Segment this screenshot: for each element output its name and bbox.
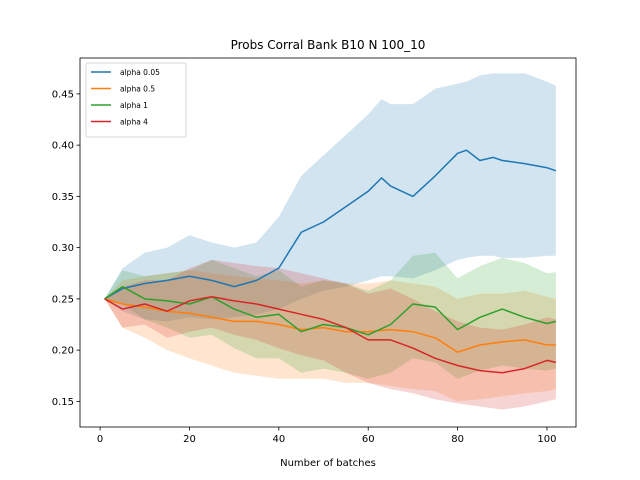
x-tick-label-2: 40 [272, 434, 285, 445]
y-axis: 0.15 0.20 0.25 0.30 0.35 0.40 0.45 [52, 89, 80, 408]
y-tick-label-3: 0.30 [52, 243, 74, 254]
y-tick-label-2: 0.25 [52, 294, 74, 305]
legend-box [85, 62, 187, 138]
y-tick-label-5: 0.40 [52, 141, 74, 152]
x-tick-label-4: 80 [451, 434, 464, 445]
y-tick-label-0: 0.15 [52, 397, 74, 408]
legend-label-4: alpha 4 [120, 118, 148, 127]
chart-title: Probs Corral Bank B10 N 100_10 [231, 38, 426, 52]
line-series-2 [104, 298, 556, 353]
y-tick-label-4: 0.35 [52, 192, 74, 203]
line-series-4 [104, 296, 557, 374]
x-tick-label-0: 0 [97, 434, 103, 445]
x-tick-label-1: 20 [183, 434, 196, 445]
line-series-3 [104, 285, 557, 336]
x-tick-label-3: 60 [362, 434, 375, 445]
y-tick-label-1: 0.20 [52, 346, 74, 357]
legend: alpha 0.05 alpha 0.5 alpha 1 alpha 4 [85, 62, 187, 138]
legend-label-1: alpha 0.05 [120, 68, 160, 77]
band-series-1 [104, 73, 556, 322]
plot-area [104, 73, 557, 410]
line-series-1 [104, 149, 557, 300]
x-tick-label-5: 100 [537, 434, 556, 445]
axes-frame [79, 57, 577, 428]
x-axis: 0 20 40 60 80 100 [97, 427, 557, 445]
legend-label-2: alpha 0.5 [120, 85, 155, 94]
band-series-3 [104, 252, 556, 379]
band-series-2 [104, 270, 556, 402]
x-axis-label: Number of batches [280, 458, 376, 469]
legend-label-3: alpha 1 [120, 101, 148, 110]
y-tick-label-6: 0.45 [52, 89, 74, 100]
